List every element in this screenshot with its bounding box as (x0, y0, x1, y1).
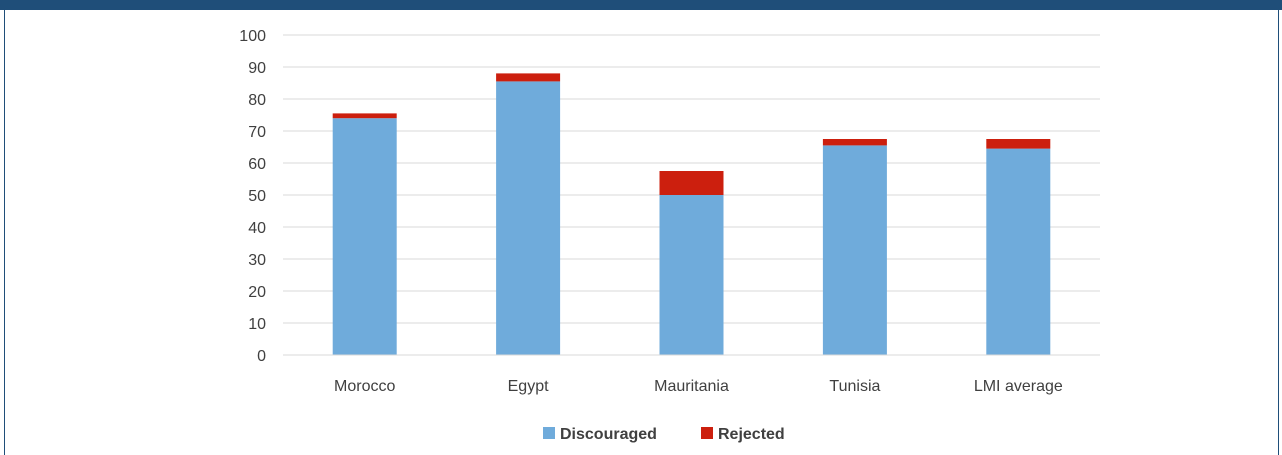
bar-discouraged-morocco (332, 118, 397, 355)
legend-swatch-discouraged (543, 427, 555, 439)
y-tick-label: 0 (257, 348, 266, 365)
bar-discouraged-egypt (496, 81, 561, 356)
x-tick-label: Mauritania (654, 378, 729, 395)
x-tick-label: Tunisia (829, 378, 880, 395)
bar-discouraged-tunisia (822, 145, 887, 355)
bar-rejected-tunisia (822, 139, 887, 146)
y-tick-label: 60 (248, 156, 266, 173)
header-bar (0, 0, 1282, 10)
y-tick-label: 40 (248, 220, 266, 237)
bar-rejected-mauritania (659, 171, 724, 195)
bars (332, 73, 1051, 356)
bar-discouraged-lmi-average (986, 148, 1051, 355)
figure-frame (4, 10, 1279, 455)
legend: Discouraged Rejected (543, 426, 785, 443)
bar-rejected-lmi-average (986, 139, 1051, 149)
y-tick-label: 90 (248, 60, 266, 77)
y-tick-label: 30 (248, 252, 266, 269)
x-axis-ticks: Morocco Egypt Mauritania Tunisia LMI average (283, 354, 1100, 395)
legend-label-discouraged: Discouraged (560, 426, 657, 443)
y-tick-label: 80 (248, 92, 266, 109)
legend-swatch-rejected (701, 427, 713, 439)
x-tick-label: LMI average (974, 378, 1063, 395)
y-axis-ticks: 0 10 20 30 40 50 60 70 80 90 100 (239, 28, 266, 365)
bar-rejected-egypt (496, 73, 561, 82)
bar-rejected-morocco (332, 113, 397, 119)
legend-label-rejected: Rejected (718, 426, 785, 443)
y-tick-label: 70 (248, 124, 266, 141)
y-tick-label: 20 (248, 284, 266, 301)
y-tick-label: 10 (248, 316, 266, 333)
x-tick-label: Egypt (508, 378, 549, 395)
bar-discouraged-mauritania (659, 195, 724, 355)
y-tick-label: 100 (239, 28, 266, 45)
y-tick-label: 50 (248, 188, 266, 205)
x-tick-label: Morocco (334, 378, 395, 395)
